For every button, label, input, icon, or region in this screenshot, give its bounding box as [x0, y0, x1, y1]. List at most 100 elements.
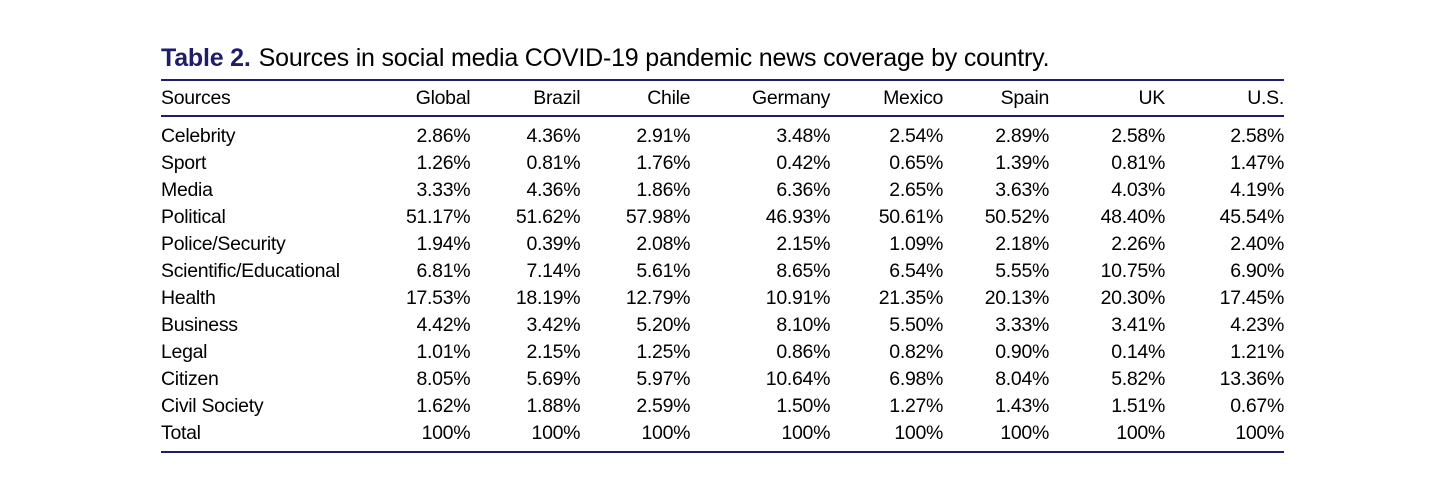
table-cell: 2.89% [995, 125, 1050, 147]
row-label: Legal [161, 341, 208, 363]
row-label: Total [161, 422, 201, 444]
sources-table: Sources Global Brazil Chile Germany Mexico Spa… [161, 79, 1284, 453]
table-cell: 17.45% [1219, 287, 1285, 309]
table-cell: 1.47% [1230, 152, 1284, 174]
row-label: Media [161, 179, 213, 201]
table-cell: 2.65% [889, 179, 944, 201]
table-cell: 100% [1000, 422, 1050, 444]
table-cell: 0.86% [776, 341, 831, 363]
table-cell: 13.36% [1219, 368, 1285, 390]
table-cell: 1.25% [636, 341, 691, 363]
table-row: Total 100% 100% 100% 100% 100% 100% 100% 100% [161, 420, 1284, 452]
table-cell: 18.19% [515, 287, 581, 309]
table-cell: 3.42% [526, 314, 581, 336]
column-header: Sources [161, 86, 231, 109]
column-header: Spain [1000, 86, 1050, 109]
table-cell: 0.39% [526, 233, 581, 255]
table-cell: 2.58% [1111, 125, 1165, 147]
table-cell: 5.61% [636, 260, 691, 282]
table-cell: 12.79% [625, 287, 691, 309]
table-cell: 100% [781, 422, 831, 444]
table-cell: 8.04% [995, 368, 1050, 390]
table-cell: 3.33% [995, 314, 1050, 336]
table-cell: 2.15% [776, 233, 831, 255]
table-cell: 0.81% [1111, 152, 1165, 174]
table-cell: 0.65% [889, 152, 944, 174]
row-label: Health [161, 287, 216, 309]
row-label: Sport [161, 152, 207, 174]
table-cell: 2.18% [995, 233, 1050, 255]
table-cell: 5.69% [526, 368, 581, 390]
table-title: Sources in social media COVID-19 pandemi… [258, 44, 1050, 72]
table-cell: 100% [421, 422, 471, 444]
table-cell: 17.53% [405, 287, 471, 309]
table-cell: 21.35% [878, 287, 944, 309]
table-cell: 51.62% [515, 206, 581, 228]
table-row: Sport 1.26% 0.81% 1.76% 0.42% 0.65% 1.39% 0.81%… [161, 150, 1284, 177]
row-label: Civil Society [161, 395, 264, 417]
table-cell: 2.08% [636, 233, 691, 255]
table-cell: 48.40% [1100, 206, 1166, 228]
row-label: Citizen [161, 368, 219, 390]
table-cell: 57.98% [625, 206, 691, 228]
table-row: Health 17.53% 18.19% 12.79% 10.91% 21.35% 20.1… [161, 285, 1284, 312]
table-row: Police/Security 1.94% 0.39% 2.08% 2.15% 1.09%… [161, 231, 1284, 258]
table-cell: 5.55% [995, 260, 1050, 282]
table-cell: 6.54% [889, 260, 944, 282]
table-cell: 0.81% [526, 152, 581, 174]
table-cell: 1.39% [995, 152, 1050, 174]
table-row: Political 51.17% 51.62% 57.98% 46.93% 50.61% 5… [161, 204, 1284, 231]
table-cell: 3.41% [1111, 314, 1165, 336]
table-cell: 8.65% [776, 260, 831, 282]
table-cell: 2.59% [636, 395, 691, 417]
table-body: Celebrity 2.86% 4.36% 2.91% 3.48% 2.54% 2.89% 2… [161, 116, 1284, 452]
table-cell: 1.50% [776, 395, 831, 417]
table-cell: 100% [1235, 422, 1284, 444]
table-cell: 50.61% [878, 206, 944, 228]
row-label: Police/Security [161, 233, 286, 255]
table-cell: 2.26% [1111, 233, 1165, 255]
row-label: Celebrity [161, 125, 236, 147]
column-header: Global [415, 86, 471, 109]
table-cell: 4.03% [1111, 179, 1165, 201]
table-cell: 20.13% [984, 287, 1050, 309]
table-cell: 51.17% [405, 206, 471, 228]
table-row: Celebrity 2.86% 4.36% 2.91% 3.48% 2.54% 2.89% 2… [161, 116, 1284, 150]
table-cell: 100% [641, 422, 691, 444]
table-cell: 1.27% [889, 395, 944, 417]
table-cell: 10.75% [1100, 260, 1166, 282]
table-cell: 6.98% [889, 368, 944, 390]
table-row: Media 3.33% 4.36% 1.86% 6.36% 2.65% 3.63% 4.03%… [161, 177, 1284, 204]
table-cell: 1.21% [1230, 341, 1284, 363]
table-cell: 1.76% [636, 152, 691, 174]
table-cell: 1.88% [526, 395, 581, 417]
table-label: Table 2. [161, 44, 251, 72]
table-cell: 1.51% [1111, 395, 1165, 417]
table-cell: 6.90% [1230, 260, 1284, 282]
table-cell: 100% [531, 422, 581, 444]
table-header-row: Sources Global Brazil Chile Germany Mexico Spa… [161, 80, 1284, 116]
table-cell: 6.81% [416, 260, 471, 282]
table-cell: 2.86% [416, 125, 471, 147]
table-cell: 6.36% [776, 179, 831, 201]
table-cell: 4.23% [1230, 314, 1284, 336]
table-cell: 3.48% [776, 125, 831, 147]
table-cell: 0.42% [776, 152, 831, 174]
table-row: Scientific/Educational 6.81% 7.14% 5.61% 8.6… [161, 258, 1284, 285]
table-cell: 20.30% [1100, 287, 1166, 309]
table-cell: 5.97% [636, 368, 691, 390]
table-cell: 2.15% [526, 341, 581, 363]
table-cell: 4.36% [526, 125, 581, 147]
column-header: Chile [647, 86, 691, 109]
table-cell: 0.82% [889, 341, 944, 363]
table-cell: 7.14% [526, 260, 581, 282]
table-cell: 1.09% [889, 233, 944, 255]
table-row: Civil Society 1.62% 1.88% 2.59% 1.50% 1.27% 1.… [161, 393, 1284, 420]
column-header: Mexico [883, 86, 944, 109]
table-cell: 8.05% [416, 368, 471, 390]
table-cell: 0.67% [1230, 395, 1284, 417]
row-label: Scientific/Educational [161, 260, 340, 282]
table-cell: 0.14% [1111, 341, 1165, 363]
column-header: Brazil [533, 86, 581, 109]
table-cell: 10.64% [765, 368, 831, 390]
